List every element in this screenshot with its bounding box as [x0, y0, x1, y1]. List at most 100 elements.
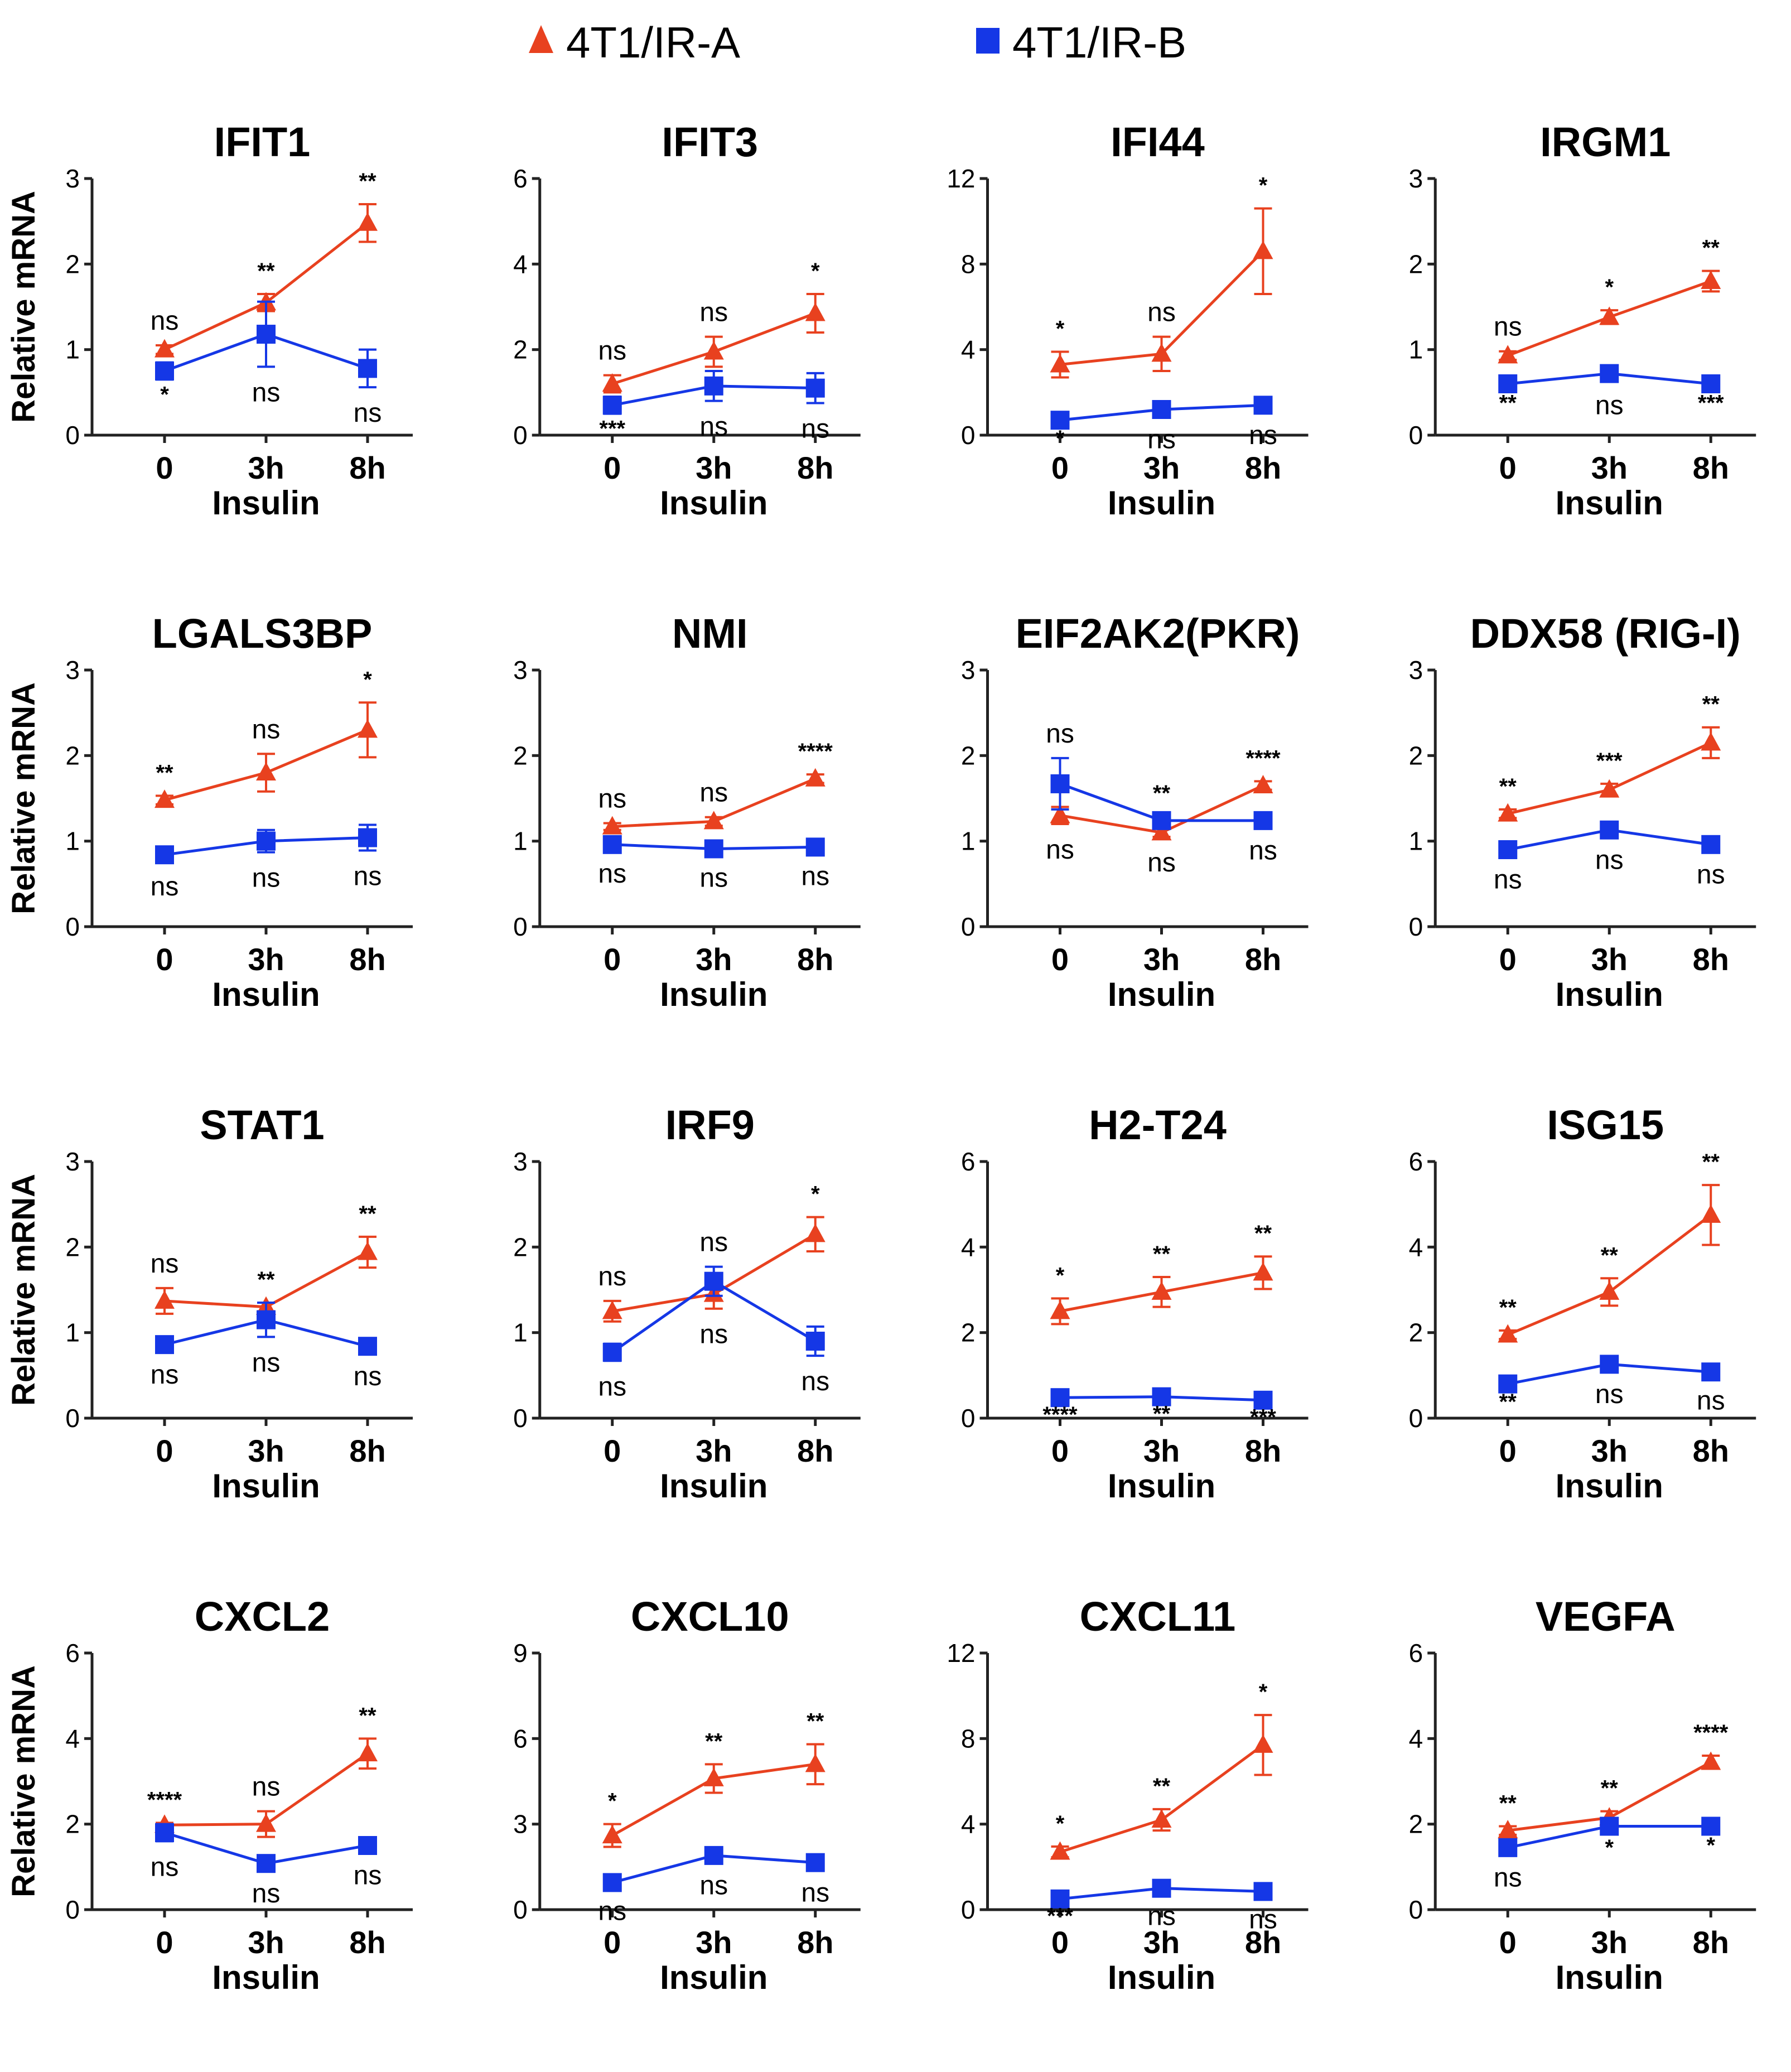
significance-label: ns	[1494, 865, 1522, 895]
chart-cxcl2: CXCL2 Relative mRNA 0 2 4 6 0 3h 8h Insulin **** ns…	[6, 1593, 413, 1996]
chart-legend: 4T1/IR-A 4T1/IR-B	[529, 18, 1186, 67]
x-axis-label: Insulin	[1108, 1467, 1215, 1505]
data-point-square	[257, 1310, 276, 1329]
y-tick-label: 2	[513, 741, 528, 770]
significance-label: ns	[151, 872, 179, 902]
y-tick-label: 2	[961, 1318, 976, 1347]
chart-nmi: NMI 0 1 2 3 0 3h 8h Insulin ns ns ns ns **** ns	[513, 610, 861, 1013]
significance-label: ns	[151, 1249, 179, 1279]
data-point-square	[257, 1854, 276, 1873]
significance-label: ns	[699, 1228, 728, 1257]
chart-title: NMI	[672, 610, 748, 657]
significance-label: **	[1499, 774, 1517, 799]
significance-label: ***	[1698, 391, 1724, 416]
significance-label: **	[1153, 1774, 1171, 1799]
significance-label: ns	[1697, 860, 1725, 889]
x-tick-label: 3h	[1591, 450, 1628, 485]
data-point-triangle	[703, 341, 724, 360]
significance-label: **	[1153, 1402, 1171, 1427]
significance-label: ns	[252, 1879, 281, 1909]
x-tick-label: 3h	[248, 942, 284, 977]
y-axis-label: Relative mRNA	[6, 1665, 42, 1897]
legend-label-4t1-ir-a: 4T1/IR-A	[566, 18, 740, 67]
data-point-triangle	[602, 816, 622, 835]
y-tick-label: 0	[961, 1895, 976, 1924]
significance-label: **	[1254, 1221, 1272, 1246]
data-point-square	[1050, 411, 1070, 430]
data-point-square	[358, 828, 377, 847]
y-tick-label: 3	[65, 656, 80, 685]
y-tick-label: 3	[513, 656, 528, 685]
data-point-square	[1152, 811, 1171, 830]
y-tick-label: 0	[513, 1895, 528, 1924]
y-tick-label: 0	[961, 1404, 976, 1433]
data-point-square	[805, 378, 825, 398]
data-point-triangle	[358, 1743, 378, 1762]
x-axis-label: Insulin	[1556, 1467, 1663, 1505]
significance-label: ns	[1046, 835, 1074, 865]
y-tick-label: 4	[961, 335, 976, 364]
data-point-square	[1152, 1878, 1171, 1898]
significance-label: ns	[598, 336, 626, 366]
significance-label: ns	[252, 864, 281, 893]
y-tick-label: 2	[65, 249, 80, 278]
data-point-square	[1600, 820, 1619, 840]
x-tick-label: 3h	[248, 1433, 284, 1468]
significance-label: ns	[1249, 421, 1277, 450]
significance-label: **	[1702, 692, 1720, 717]
data-point-square	[805, 1853, 825, 1872]
y-tick-label: 0	[1409, 1404, 1423, 1433]
x-tick-label: 8h	[797, 1925, 833, 1960]
chart-cxcl10: CXCL10 0 3 6 9 0 3h 8h Insulin * ns ** ns ** ns	[513, 1593, 861, 1996]
chart-ddx58-rig-i: DDX58 (RIG-I) 0 1 2 3 0 3h 8h Insulin ** ns *** ns **…	[1409, 610, 1756, 1013]
x-tick-label: 0	[1499, 942, 1517, 977]
significance-label: **	[1499, 391, 1517, 416]
data-point-triangle	[1498, 803, 1518, 822]
significance-label: **	[1499, 1295, 1517, 1320]
data-point-square	[602, 835, 622, 854]
y-tick-label: 0	[513, 912, 528, 941]
y-tick-label: 6	[1409, 1147, 1423, 1176]
significance-label: **	[807, 1709, 824, 1734]
significance-label: ns	[1147, 425, 1176, 455]
data-point-square	[1050, 774, 1070, 793]
chart-title: CXCL10	[631, 1593, 789, 1640]
significance-label: ***	[599, 417, 625, 441]
x-tick-label: 3h	[1591, 1433, 1628, 1468]
data-point-triangle	[703, 1767, 724, 1786]
x-axis-label: Insulin	[1108, 1959, 1215, 1996]
data-point-square	[1701, 1816, 1721, 1836]
y-tick-label: 0	[1409, 421, 1423, 450]
significance-label: ns	[1249, 836, 1277, 866]
y-tick-label: 3	[65, 1147, 80, 1176]
chart-title: IRF9	[665, 1102, 755, 1148]
y-tick-label: 0	[961, 421, 976, 450]
y-tick-label: 6	[513, 164, 528, 193]
chart-title: EIF2AK2(PKR)	[1016, 610, 1300, 657]
chart-ifit3: IFIT3 0 2 4 6 0 3h 8h Insulin ns *** ns ns * ns	[513, 119, 861, 522]
y-tick-label: 0	[1409, 912, 1423, 941]
x-tick-label: 3h	[696, 1433, 732, 1468]
x-tick-label: 8h	[1245, 450, 1281, 485]
data-point-square	[1701, 835, 1721, 854]
y-tick-label: 2	[961, 741, 976, 770]
x-tick-label: 3h	[248, 450, 284, 485]
y-tick-label: 3	[1409, 656, 1423, 685]
data-point-square	[1701, 374, 1721, 393]
significance-label: ns	[252, 715, 281, 744]
significance-label: ns	[598, 859, 626, 889]
significance-label: **	[1702, 1150, 1720, 1174]
legend-marker-4t1-ir-b	[976, 28, 1000, 54]
x-tick-label: 8h	[797, 450, 833, 485]
data-point-square	[602, 1873, 622, 1892]
x-tick-label: 0	[604, 450, 621, 485]
x-tick-label: 3h	[696, 450, 732, 485]
significance-label: **	[705, 1729, 723, 1753]
significance-label: **	[359, 1703, 376, 1728]
x-axis-label: Insulin	[660, 1467, 767, 1505]
data-point-triangle	[1050, 354, 1070, 373]
significance-label: ns	[354, 862, 382, 892]
chart-title: DDX58 (RIG-I)	[1470, 610, 1741, 657]
x-axis-label: Insulin	[212, 1959, 320, 1996]
